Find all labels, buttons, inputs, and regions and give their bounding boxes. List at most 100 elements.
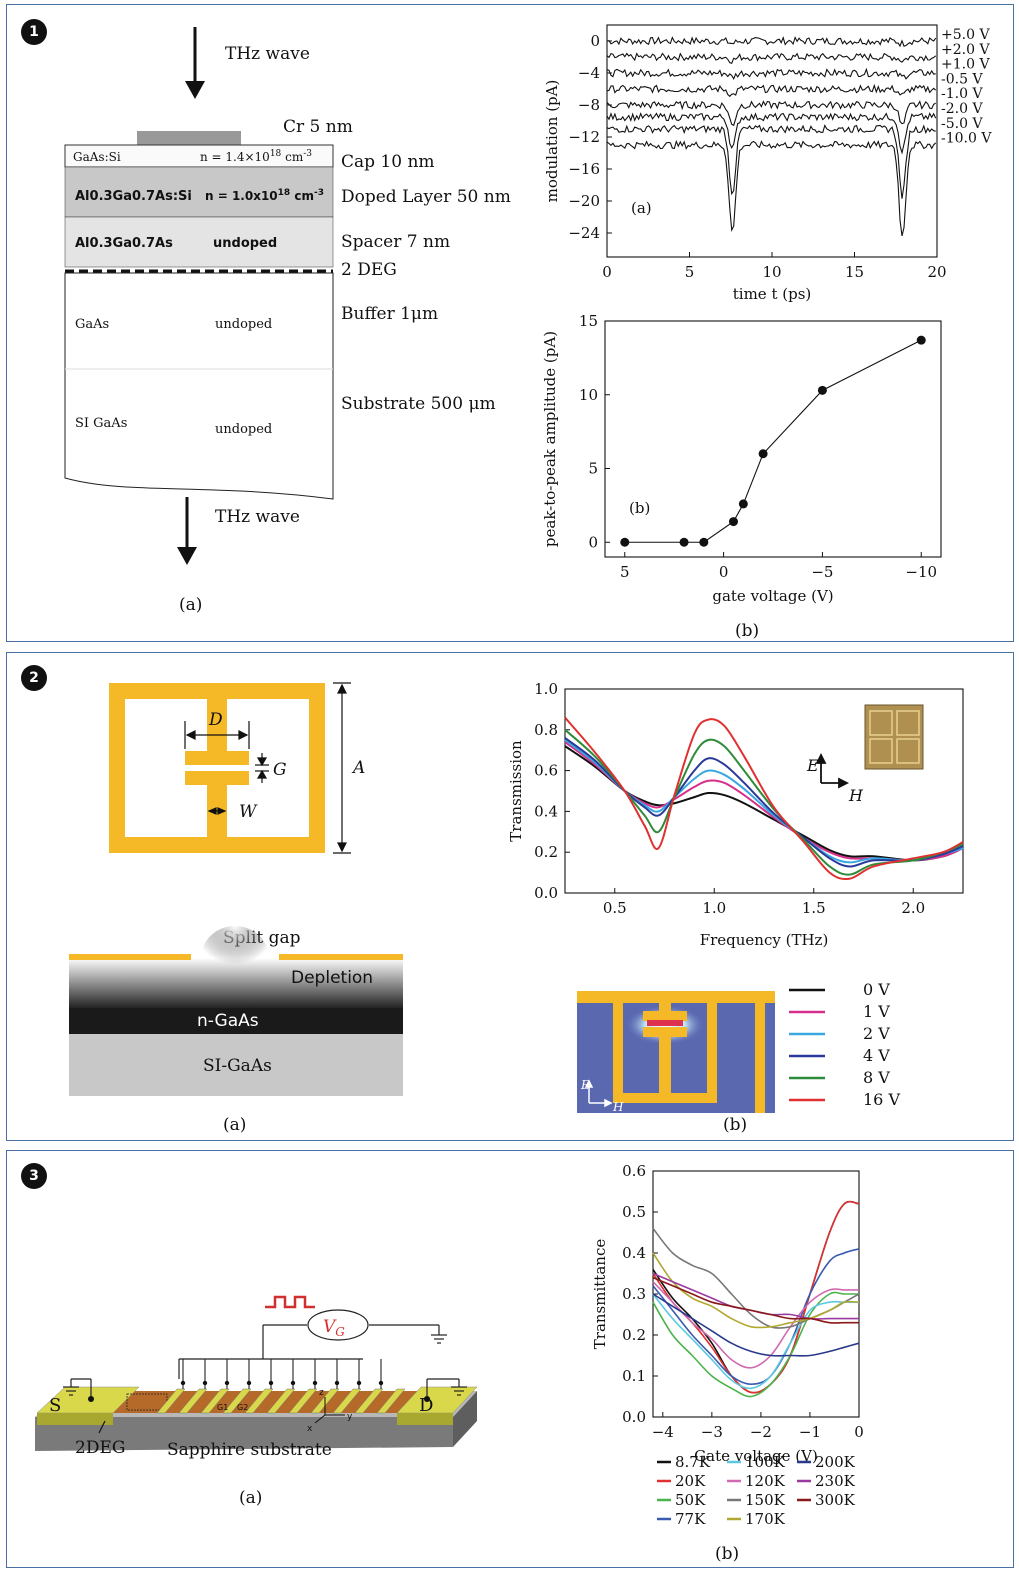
legend-label: 77K bbox=[675, 1510, 706, 1528]
y-tick-label: 15 bbox=[579, 312, 598, 330]
layer-doping-cap: n = 1.4×1018 cm-3 bbox=[200, 149, 312, 164]
layer-name-cap: GaAs:Si bbox=[73, 150, 121, 164]
transmittance-curve bbox=[652, 1293, 859, 1390]
legend-label: 0 V bbox=[863, 980, 890, 999]
x-tick-label: −4 bbox=[652, 1423, 674, 1441]
layer-name-buffer: GaAs bbox=[75, 317, 109, 332]
transmittance-curve bbox=[652, 1276, 859, 1324]
amplitude-point bbox=[728, 517, 738, 527]
side-label-buffer: Buffer 1μm bbox=[341, 304, 438, 324]
x-tick-label: 2.0 bbox=[901, 899, 925, 917]
amplitude-point bbox=[817, 385, 827, 395]
figure2-caption-a: (a) bbox=[223, 1115, 246, 1135]
gate-finger bbox=[354, 1388, 384, 1414]
figure3-caption-a: (a) bbox=[239, 1488, 262, 1508]
chart-panel-label: (a) bbox=[631, 199, 652, 217]
modulation-trace bbox=[606, 112, 937, 155]
field-simulation-image bbox=[577, 991, 775, 1113]
cross-section bbox=[69, 926, 403, 1096]
chart-panel-label: (b) bbox=[629, 499, 650, 517]
x-tick-label: 0 bbox=[602, 263, 612, 281]
x-tick-label: −3 bbox=[701, 1423, 723, 1441]
n-gaas-label: n-GaAs bbox=[197, 1011, 259, 1031]
x-tick-label: 10 bbox=[762, 263, 781, 281]
grating-gate-device bbox=[35, 1359, 478, 1451]
legend-label: 20K bbox=[675, 1472, 706, 1490]
x-axis-label: Frequency (THz) bbox=[700, 931, 829, 949]
y-tick-label: 0.4 bbox=[534, 802, 558, 820]
x-axis-label: Gate voltage (V) bbox=[694, 1447, 818, 1465]
srr-dimension-lines bbox=[184, 682, 351, 854]
gate-finger bbox=[376, 1388, 406, 1414]
srr-label-w: W bbox=[239, 802, 258, 822]
g2-label: G2 bbox=[237, 1403, 248, 1412]
split-ring-resonator bbox=[109, 683, 325, 853]
layer-name-substrate: SI GaAs bbox=[75, 416, 127, 431]
srr-label-d: D bbox=[208, 710, 223, 730]
y-axis-label: peak-to-peak amplitude (pA) bbox=[541, 331, 559, 547]
si-gaas-label: SI-GaAs bbox=[203, 1056, 272, 1076]
plot-frame bbox=[564, 688, 964, 894]
y-tick-label: 0.6 bbox=[622, 1162, 646, 1180]
panel-number-badge: 3 bbox=[21, 1163, 47, 1189]
amplitude-point bbox=[620, 537, 630, 547]
y-tick-label: 0.6 bbox=[534, 762, 558, 780]
legend-label: 300K bbox=[815, 1491, 856, 1509]
y-axis-label: modulation (pA) bbox=[543, 80, 561, 203]
trace-voltage-label: +2.0 V bbox=[941, 42, 990, 58]
source-label: S bbox=[49, 1395, 61, 1416]
transmittance-curve bbox=[652, 1293, 860, 1357]
transmittance-chart: −4 −3 −2 −1 0 0.0 0.1 0.2 0.3 0.4 0.5 0.6 Gate volta… bbox=[591, 1162, 864, 1465]
g1-label: G1 bbox=[217, 1403, 228, 1412]
y-tick-label: 0.3 bbox=[622, 1285, 646, 1303]
y-tick-label: 0.2 bbox=[534, 843, 558, 861]
side-label-cap: Cap 10 nm bbox=[341, 152, 435, 172]
modulation-chart: 0 5 10 15 20 0 −4 −8 −12 −16 −20 −24 time t (ps) modu… bbox=[543, 24, 992, 303]
srr-label-g: G bbox=[273, 760, 287, 780]
trace-voltage-label: -10.0 V bbox=[941, 131, 992, 147]
layer-stack bbox=[64, 144, 334, 500]
gate-finger bbox=[178, 1388, 208, 1414]
gate-finger bbox=[288, 1388, 318, 1414]
transmittance-curve bbox=[652, 1252, 860, 1329]
legend-label: 16 V bbox=[863, 1090, 900, 1109]
modulation-trace bbox=[606, 139, 937, 237]
y-tick-label: −24 bbox=[568, 224, 600, 242]
y-tick-label: −20 bbox=[568, 192, 600, 210]
legend-label: 8 V bbox=[863, 1068, 890, 1087]
transmittance-curve bbox=[652, 1200, 860, 1394]
gate-finger bbox=[200, 1388, 230, 1414]
depletion-label: Depletion bbox=[291, 968, 373, 988]
cr-label: Cr 5 nm bbox=[283, 117, 353, 137]
amplitude-point bbox=[679, 537, 689, 547]
sim-h-label: H bbox=[612, 1100, 624, 1114]
figure2-caption-b: (b) bbox=[723, 1115, 747, 1135]
y-tick-label: 5 bbox=[588, 460, 598, 478]
drain-label: D bbox=[419, 1395, 433, 1416]
gate-finger bbox=[332, 1388, 362, 1414]
transmission-curve bbox=[564, 739, 964, 864]
svg-text:z: z bbox=[319, 1388, 324, 1398]
gate-contact bbox=[334, 1380, 340, 1386]
thz-arrow-top bbox=[185, 27, 205, 99]
transmittance-curve bbox=[652, 1291, 859, 1398]
amplitude-line bbox=[624, 339, 922, 543]
gate-contact bbox=[180, 1380, 186, 1386]
gate-contact bbox=[290, 1380, 296, 1386]
x-tick-label: 0 bbox=[854, 1423, 864, 1441]
gate-finger bbox=[222, 1388, 252, 1414]
plot-frame bbox=[604, 320, 942, 558]
amplitude-chart: 5 0 −5 −10 0 5 10 15 gate voltage (V) peak-to-pea… bbox=[541, 312, 942, 605]
gate-finger bbox=[266, 1388, 296, 1414]
gate-contact bbox=[268, 1380, 274, 1386]
trace-voltage-label: -1.0 V bbox=[941, 86, 983, 102]
layer-name-spacer: Al0.3Ga0.7As bbox=[75, 236, 173, 251]
cr-contact bbox=[137, 131, 241, 145]
vg-source bbox=[307, 1309, 369, 1341]
gate-contact bbox=[356, 1380, 362, 1386]
figure1-caption-a: (a) bbox=[179, 595, 202, 615]
legend-label: 1 V bbox=[863, 1002, 890, 1021]
legend-label: 50K bbox=[675, 1491, 706, 1509]
svg-text:y: y bbox=[347, 1412, 353, 1422]
